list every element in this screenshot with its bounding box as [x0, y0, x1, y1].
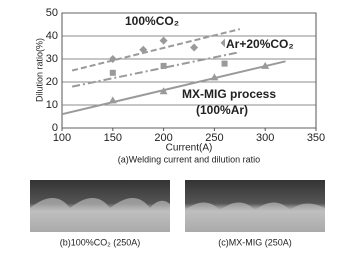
annotation: (100%Ar) [196, 103, 248, 117]
photo-caption: (b)100%CO₂ (250A) [60, 237, 141, 247]
series-label: Ar+20%CO₂ [226, 37, 294, 51]
marker [221, 60, 228, 67]
marker [159, 36, 168, 45]
marker [160, 62, 167, 69]
marker [108, 55, 117, 63]
marker [190, 43, 199, 52]
y-axis-label: Dilution ratio(%) [34, 38, 44, 102]
photo-caption: (c)MX-MIG (250A) [218, 237, 292, 247]
x-tick-label: 100 [53, 132, 71, 144]
x-tick-label: 250 [205, 132, 223, 144]
x-tick-label: 150 [104, 132, 122, 144]
marker [210, 73, 219, 81]
marker [108, 96, 117, 104]
x-axis-label: Current(A) [166, 143, 213, 154]
plot-area [61, 12, 317, 129]
y-tick-label: 40 [46, 30, 58, 42]
trend-line [61, 60, 286, 116]
caption: (a)Welding current and dilution ratio [118, 154, 260, 164]
marker [139, 45, 148, 54]
trend-line [71, 28, 241, 72]
label-bg [181, 88, 278, 102]
x-tick-label: 350 [307, 132, 325, 144]
x-tick-label: 300 [256, 132, 274, 144]
label-bg [225, 38, 295, 52]
label-bg [124, 15, 181, 29]
y-tick-label: 20 [46, 76, 58, 88]
marker [261, 61, 270, 69]
x-tick-label: 200 [154, 132, 172, 144]
y-tick-label: 10 [46, 99, 58, 111]
marker [109, 69, 116, 76]
series-label: 100%CO₂ [125, 14, 179, 28]
bead-shape [30, 198, 170, 232]
marker [159, 87, 168, 95]
y-tick-label: 30 [46, 53, 58, 65]
y-tick-label: 0 [52, 122, 58, 134]
series-label: MX-MIG process [182, 87, 276, 101]
trend-line [71, 51, 241, 88]
y-tick-label: 50 [46, 7, 58, 19]
bead-shape [185, 202, 325, 232]
photos [30, 180, 325, 232]
